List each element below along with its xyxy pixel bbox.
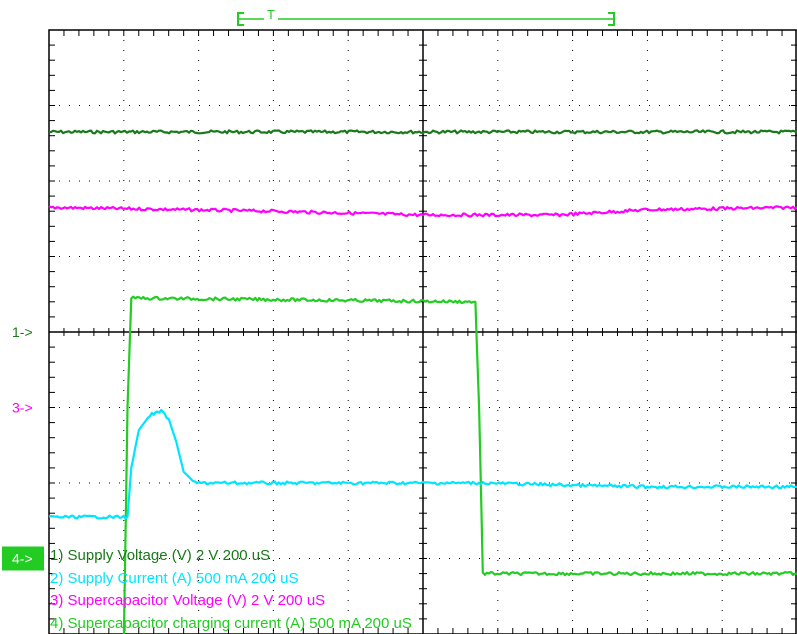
- trace-channel-1: [48, 129, 797, 135]
- legend-entry-4: 4) Supercapacitor charging current (A) 5…: [50, 615, 412, 632]
- trace-channel-3: [48, 205, 797, 218]
- legend-entry-3: 3) Supercapacitor Voltage (V) 2 V 200 uS: [50, 592, 325, 609]
- legend-entry-1: 1) Supply Voltage (V) 2 V 200 uS: [50, 547, 270, 564]
- trace-channel-2: [48, 408, 797, 520]
- trace-channel-4: [122, 295, 797, 634]
- channel-marker-4: 4->: [12, 551, 33, 567]
- legend: 1) Supply Voltage (V) 2 V 200 uS 2) Supp…: [50, 547, 412, 632]
- channel-markers: 1-> 3-> 4->: [2, 324, 44, 571]
- trigger-bar: T: [237, 7, 615, 26]
- channel-marker-box-4: [2, 546, 44, 571]
- trigger-marker: T: [267, 7, 275, 22]
- legend-entry-2: 2) Supply Current (A) 500 mA 200 uS: [50, 570, 298, 587]
- traces: [48, 129, 797, 634]
- trigger-bracket-right: [608, 12, 615, 26]
- channel-marker-1: 1->: [12, 324, 33, 340]
- trigger-marker-bg: [264, 8, 278, 22]
- channel-marker-3: 3->: [12, 400, 33, 416]
